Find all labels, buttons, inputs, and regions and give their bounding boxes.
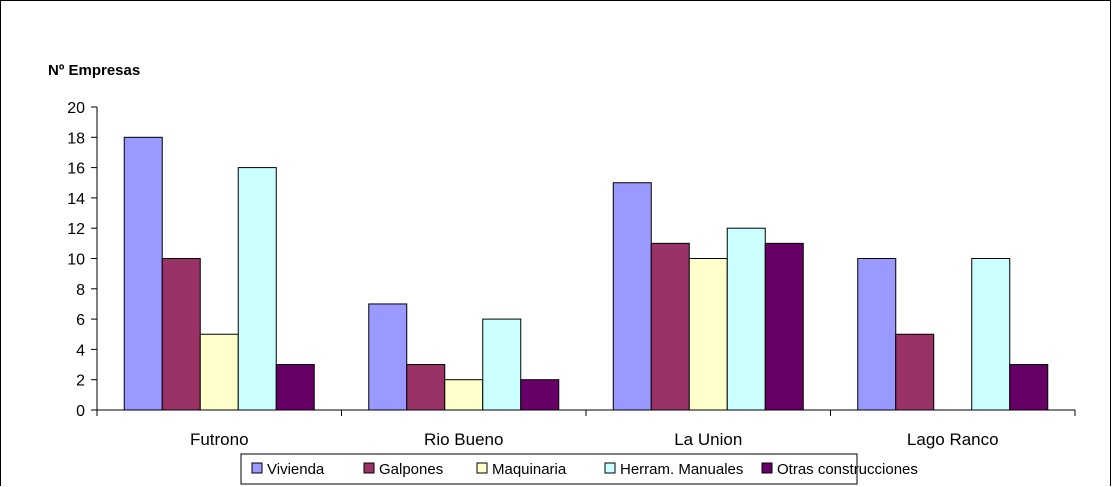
bar-herram-manuales-lago-ranco [971,258,1011,411]
legend-swatch [251,462,263,474]
bar-vivienda-rio-bueno [368,303,408,411]
y-tick-label: 12 [67,221,85,238]
bar-maquinaria-futrono [199,333,239,411]
legend-entry-label: Galpones [379,461,443,478]
x-category-label: La Union [674,430,742,449]
bar-vivienda-futrono [123,136,163,411]
legend-swatch [604,462,616,474]
legend-entry-label: Vivienda [267,461,325,478]
bar-galpones-la-union [650,242,690,411]
bars [123,136,1049,411]
y-tick-label: 4 [76,342,85,359]
legend-swatch [761,462,773,474]
legend-entry-label: Maquinaria [492,461,567,478]
x-category-label: Futrono [190,430,249,449]
y-tick-label: 16 [67,161,85,178]
legend-entry-label: Herram. Manuales [620,461,743,478]
y-tick-label: 0 [76,403,85,420]
bar-galpones-lago-ranco [895,333,935,411]
bar-galpones-futrono [161,258,201,411]
bar-vivienda-la-union [612,182,652,411]
y-tick-label: 14 [67,191,85,208]
legend-entry-label: Otras construcciones [777,461,918,478]
bar-maquinaria-la-union [688,258,728,411]
x-category-label: Rio Bueno [424,430,503,449]
bar-otras-construcciones-futrono [275,364,315,411]
y-tick-label: 18 [67,130,85,147]
legend-swatch [363,462,375,474]
y-tick-label: 6 [76,312,85,329]
legend: Vivienda Galpones Maquinaria Herram. Manual… [240,453,918,485]
y-tick-label: 10 [67,252,85,269]
bar-herram-manuales-la-union [726,227,766,411]
y-tick-label: 20 [67,100,85,117]
y-tick-label: 8 [76,282,85,299]
bar-otras-construcciones-rio-bueno [520,379,560,411]
x-category-label: Lago Ranco [907,430,999,449]
y-axis-label: Nº Empresas [48,62,140,79]
bar-otras-construcciones-la-union [764,242,804,411]
bar-herram-manuales-futrono [237,167,277,411]
legend-swatch [476,462,488,474]
category-labels: Futrono Rio Bueno La Union Lago Ranco [190,430,999,449]
legend-box [240,453,858,485]
bar-vivienda-lago-ranco [857,258,897,411]
bar-herram-manuales-rio-bueno [482,318,522,411]
y-tick-label: 2 [76,373,85,390]
axes [96,107,1076,416]
bar-otras-construcciones-lago-ranco [1009,364,1049,411]
bar-maquinaria-rio-bueno [444,379,484,411]
y-ticks: 0 2 4 6 8 10 12 14 16 18 20 [67,100,97,420]
bar-galpones-rio-bueno [406,364,446,411]
